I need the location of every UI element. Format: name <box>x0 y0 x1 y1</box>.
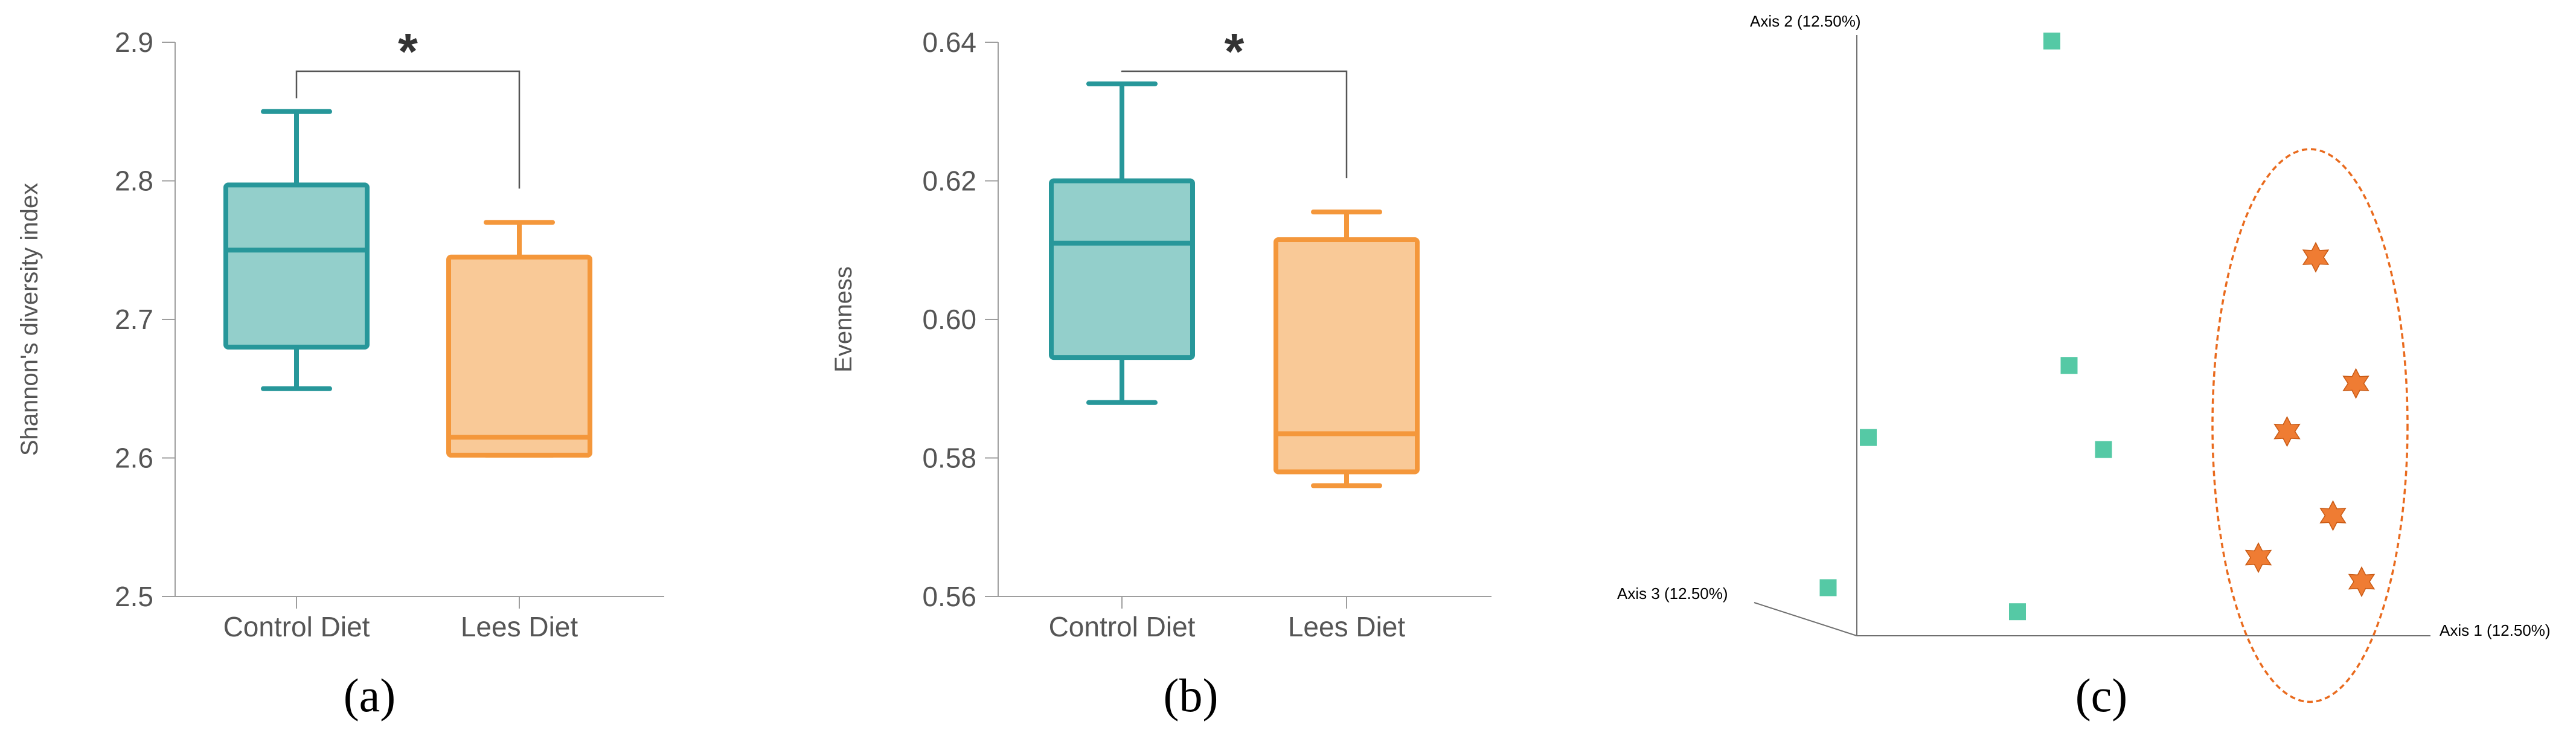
box-control-diet <box>1049 81 1195 405</box>
significance-bracket <box>295 70 521 189</box>
star-point <box>2302 242 2330 273</box>
star-point <box>2244 542 2272 574</box>
y-tick-label: 0.62 <box>922 165 976 197</box>
star-point <box>2348 566 2376 598</box>
y-tick-label: 2.7 <box>115 304 153 335</box>
y-tick-label: 0.56 <box>922 581 976 612</box>
star-point <box>2342 368 2369 399</box>
boxplot-shannon: 2.5 2.6 2.7 2.8 2.9 Control Diet Lees Diet Sh… <box>16 23 664 721</box>
y-tick-label: 2.9 <box>115 27 153 58</box>
box-lees-diet <box>1274 210 1420 488</box>
square-point <box>2060 357 2078 374</box>
iqr-box <box>1274 237 1420 475</box>
y-axis-label: Evenness <box>830 266 857 373</box>
iqr-box <box>223 182 370 350</box>
square-point <box>2009 603 2026 621</box>
panel-label-b: (b) <box>1164 669 1219 721</box>
y-tick-label: 0.58 <box>922 443 976 474</box>
axis-1-label: Axis 1 (12.50%) <box>2440 621 2551 639</box>
cluster-ellipse <box>2211 148 2409 703</box>
x-tick-label: Lees Diet <box>461 611 578 642</box>
square-point <box>2043 32 2060 50</box>
square-point <box>1819 579 1837 597</box>
significance-star: * <box>398 23 418 80</box>
y-tick-label: 0.60 <box>922 304 976 335</box>
y-tick-label: 2.6 <box>115 443 153 474</box>
y-tick-label: 0.64 <box>922 27 976 58</box>
box-control-diet <box>223 109 370 391</box>
y-tick-label: 2.5 <box>115 581 153 612</box>
panel-label-c: (c) <box>2075 669 2128 721</box>
iqr-box <box>446 254 592 458</box>
x-tick-label: Control Diet <box>1049 611 1196 642</box>
star-point <box>2273 416 2301 447</box>
square-point <box>2095 441 2112 458</box>
pcoa-3d-scatter: Axis 2 (12.50%) Axis 1 (12.50%) Axis 3 (… <box>1617 12 2551 721</box>
axis-3-line <box>1754 602 1857 636</box>
x-tick-label: Lees Diet <box>1288 611 1406 642</box>
iqr-box <box>1049 178 1195 360</box>
significance-bracket <box>1121 70 1348 179</box>
square-point <box>1860 429 1877 446</box>
panel-label-a: (a) <box>344 669 396 721</box>
y-tick-label: 2.8 <box>115 165 153 197</box>
axis-3-label: Axis 3 (12.50%) <box>1617 584 1728 603</box>
box-lees-diet <box>446 220 592 458</box>
axis-2-label: Axis 2 (12.50%) <box>1750 12 1861 30</box>
boxplot-evenness: 0.56 0.58 0.60 0.62 0.64 Control Diet Lees Di… <box>830 23 1491 721</box>
x-tick-label: Control Diet <box>223 611 370 642</box>
y-axis-label: Shannon's diversity index <box>16 183 43 456</box>
significance-star: * <box>1225 23 1245 80</box>
star-point <box>2319 500 2347 531</box>
